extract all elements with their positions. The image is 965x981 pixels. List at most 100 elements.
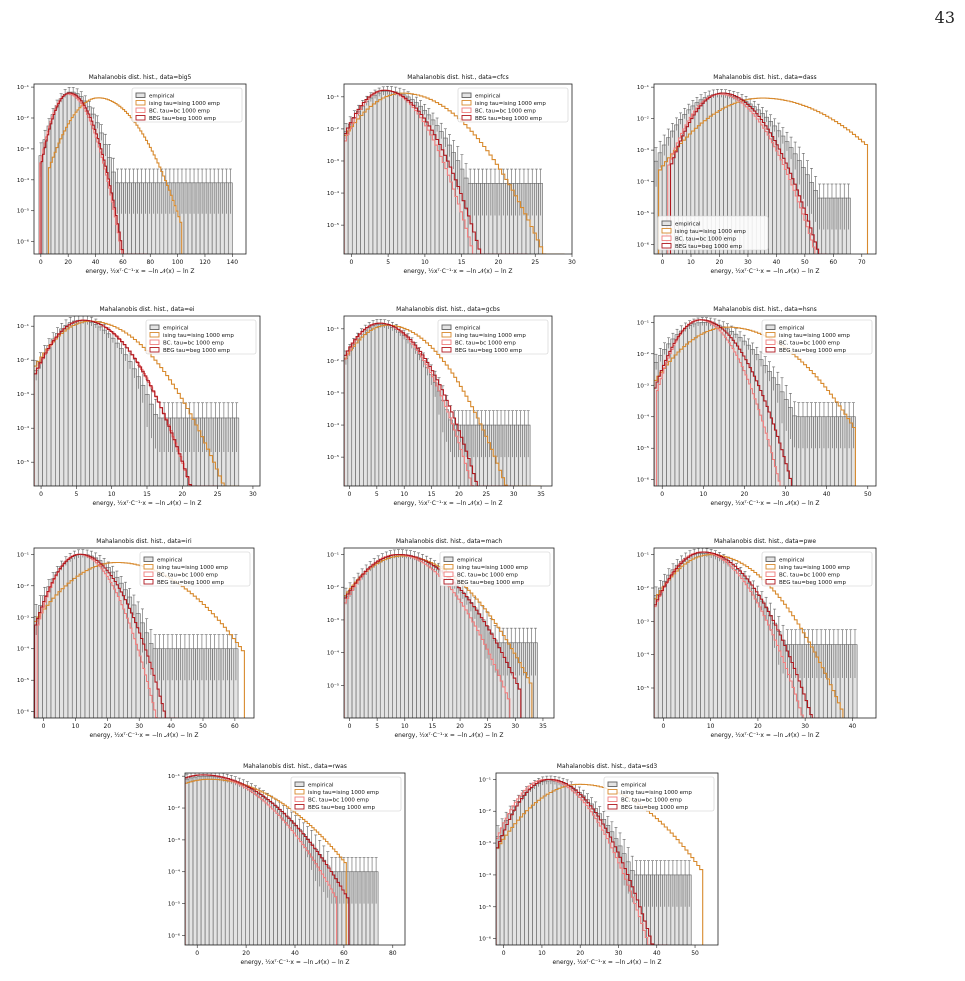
x-tick-label: 50 — [199, 723, 207, 730]
x-axis-label: energy, ½xᵀ·C⁻¹·x = −ln 𝒩(x) − ln Z — [92, 500, 201, 507]
legend-label: ising tau=ising 1000 emp — [308, 790, 379, 796]
legend-label: ising tau=ising 1000 emp — [779, 565, 850, 571]
empirical-bar — [50, 114, 56, 254]
empirical-bar — [185, 778, 190, 945]
x-tick-label: 10 — [72, 723, 80, 730]
empirical-bar — [232, 781, 238, 945]
empirical-bar — [363, 570, 369, 718]
empirical-bar — [397, 92, 403, 254]
empirical-bar — [382, 324, 387, 486]
legend-label: BC. tau=bc 1000 emp — [163, 340, 224, 346]
empirical-bar — [277, 809, 282, 945]
x-tick-label: 60 — [340, 950, 348, 957]
empirical-bar — [408, 555, 413, 718]
x-axis: 0 20 40 60 80 energy, ½xᵀ·C⁻¹·x = −ln 𝒩(x) − … — [195, 945, 397, 966]
empirical-bar — [93, 324, 99, 486]
page-number: 43 — [934, 8, 955, 27]
empirical-bar — [80, 320, 86, 486]
empirical-bar — [216, 777, 222, 945]
empirical-bar — [758, 359, 764, 486]
empirical-bar — [392, 554, 397, 718]
empirical-bar — [725, 328, 730, 486]
empirical-bar — [37, 360, 43, 486]
empirical-bar — [351, 344, 356, 486]
series-line-bc — [344, 89, 521, 254]
empirical-bar — [136, 376, 141, 486]
empirical-bar — [691, 554, 697, 718]
empirical-bar — [746, 582, 752, 718]
x-axis-label: energy, ½xᵀ·C⁻¹·x = −ln 𝒩(x) − ln Z — [394, 732, 503, 739]
plot-frame — [653, 83, 877, 255]
empirical-bar — [285, 816, 290, 945]
empirical-bar — [372, 94, 378, 254]
empirical-bar — [432, 382, 438, 486]
chart-title: Mahalanobis dist. hist., data=iri — [96, 538, 192, 545]
legend-box — [439, 551, 551, 587]
y-tick-label: 10⁻⁴ — [327, 190, 340, 197]
empirical-bar — [734, 569, 739, 718]
empirical-bar — [359, 574, 365, 718]
legend-swatch-bc — [441, 339, 452, 345]
legend-swatch-empirical — [443, 556, 454, 562]
legend-label: BC. tau=bc 1000 emp — [455, 340, 516, 346]
empirical-bar — [425, 367, 430, 486]
empirical-bar — [742, 577, 748, 718]
empirical-bar — [405, 339, 411, 486]
y-tick-label: 10⁻¹ — [17, 84, 29, 91]
legend-label: BEG tau=beg 1000 emp — [308, 805, 375, 811]
y-tick-label: 10⁻³ — [17, 391, 29, 398]
chart-5: Mahalanobis dist. hist., data=hsns 0 10 20 3… — [637, 306, 877, 507]
x-tick-label: 5 — [375, 723, 379, 730]
x-tick-label: 80 — [389, 950, 397, 957]
empirical-bar — [379, 558, 385, 718]
x-axis-label: energy, ½xᵀ·C⁻¹·x = −ln 𝒩(x) − ln Z — [710, 732, 819, 739]
empirical-bar — [131, 604, 137, 718]
empirical-bar — [729, 565, 735, 718]
empirical-bar — [674, 564, 680, 718]
empirical-bar — [717, 557, 723, 718]
y-axis: 10⁻⁶ 10⁻⁵ 10⁻⁴ 10⁻³ 10⁻² 10⁻¹ — [479, 776, 496, 943]
empirical-bar — [84, 320, 90, 486]
y-axis: 10⁻⁶ 10⁻⁵ 10⁻⁴ 10⁻³ 10⁻² 10⁻¹ — [637, 84, 654, 249]
empirical-bar — [721, 559, 727, 718]
legend-label: ising tau=ising 1000 emp — [455, 333, 526, 339]
y-tick-label: 10⁻⁴ — [637, 652, 650, 659]
legend-swatch-bc — [135, 107, 146, 113]
empirical-bar — [412, 556, 417, 718]
x-tick-label: 40 — [773, 259, 781, 266]
x-tick-label: 30 — [568, 259, 576, 266]
empirical-bar — [356, 111, 361, 254]
y-tick-label: 10⁻³ — [17, 614, 29, 621]
empirical-bar — [499, 827, 505, 945]
legend-swatch-ising — [441, 332, 452, 338]
empirical-bar — [448, 578, 454, 718]
x-tick-label: 25 — [531, 259, 539, 266]
x-tick-label: 10 — [421, 259, 429, 266]
legend-label: BEG tau=beg 1000 emp — [779, 348, 846, 354]
empirical-bar — [351, 584, 357, 718]
empirical-bar — [67, 322, 73, 486]
empirical-bar — [452, 582, 458, 718]
empirical-bar — [376, 92, 382, 254]
empirical-bar — [101, 329, 107, 486]
x-tick-label: 120 — [199, 259, 211, 266]
y-axis: 10⁻⁵ 10⁻⁴ 10⁻³ 10⁻² 10⁻¹ — [327, 94, 344, 229]
x-tick-label: 0 — [502, 950, 506, 957]
legend-label: BC. tau=bc 1000 emp — [308, 797, 369, 803]
x-tick-label: 20 — [455, 491, 463, 498]
y-tick-label: 10⁻⁶ — [479, 936, 492, 943]
x-tick-label: 35 — [539, 723, 547, 730]
x-tick-label: 30 — [782, 491, 790, 498]
empirical-bar — [581, 795, 586, 945]
empirical-bar — [355, 338, 360, 486]
x-tick-label: 5 — [375, 491, 379, 498]
empirical-bar — [386, 325, 391, 486]
legend-label: BEG tau=beg 1000 emp — [157, 580, 224, 586]
legend-swatch-empirical — [441, 324, 452, 330]
series-line-ising — [34, 320, 239, 486]
empirical-bar — [80, 554, 86, 718]
empirical-bar — [46, 586, 52, 718]
y-tick-label: 10⁻³ — [327, 158, 339, 165]
x-axis: 0 5 10 15 20 25 30 35 energy, ½xᵀ·C⁻¹·x = −ln 𝒩(… — [348, 486, 545, 507]
